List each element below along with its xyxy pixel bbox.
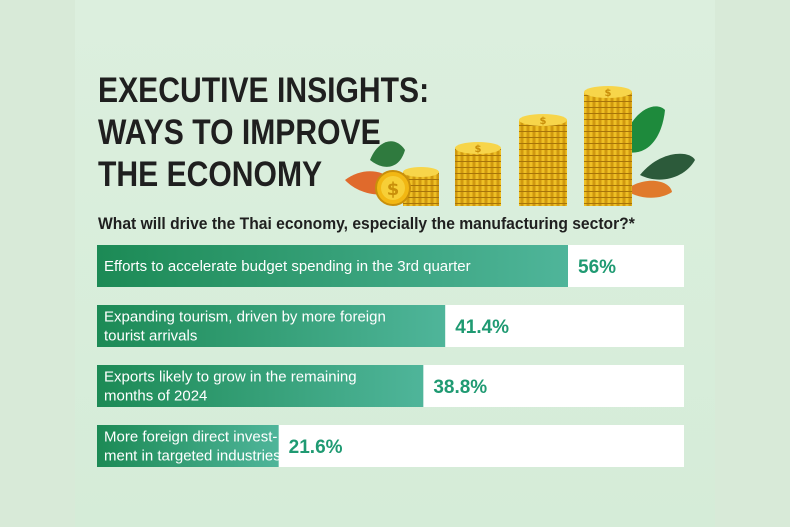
bar <box>97 305 446 347</box>
chart-subtitle: What will drive the Thai economy, especi… <box>98 214 635 233</box>
right-margin <box>715 0 790 527</box>
bar-category-label: More foreign direct invest- <box>104 429 277 446</box>
title-line: WAYS TO IMPROVE <box>98 113 381 152</box>
bar-category-label: Expanding tourism, driven by more foreig… <box>104 309 386 326</box>
bar-value-label: 56% <box>578 257 616 278</box>
bar <box>97 425 279 467</box>
bar-category-label: ment in targeted industries <box>104 448 281 465</box>
left-margin <box>0 0 75 527</box>
bar-category-label: Efforts to accelerate budget spending in… <box>104 258 471 275</box>
bar-value-label: 41.4% <box>455 317 509 338</box>
page-title: EXECUTIVE INSIGHTS: WAYS TO IMPROVE THE … <box>98 70 429 196</box>
bar <box>97 365 424 407</box>
bar-category-label: tourist arrivals <box>104 328 197 345</box>
bar-category-label: Exports likely to grow in the remaining <box>104 369 357 386</box>
title-line: THE ECONOMY <box>98 155 323 194</box>
title-line: EXECUTIVE INSIGHTS: <box>98 71 430 110</box>
bar-category-label: months of 2024 <box>104 388 207 405</box>
bar <box>97 245 568 287</box>
bar-value-label: 38.8% <box>433 377 487 398</box>
bar-value-label: 21.6% <box>289 437 343 458</box>
